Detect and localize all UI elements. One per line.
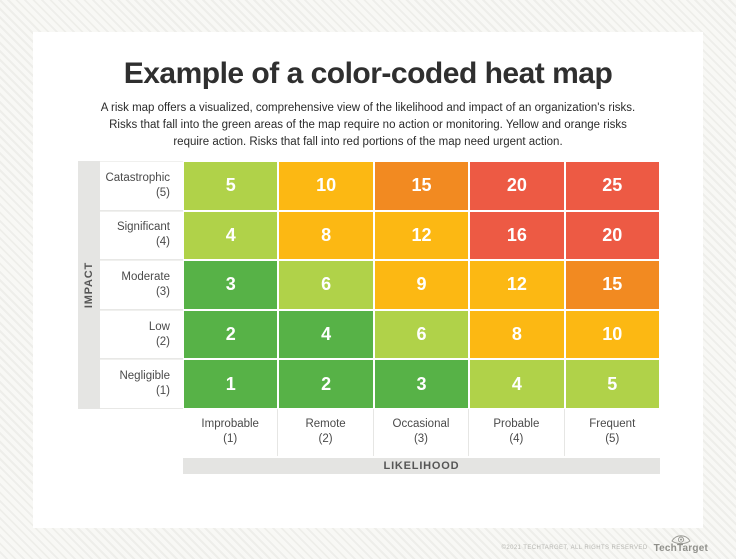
heat-cell: 16: [469, 210, 565, 261]
heat-cell-value: 6: [416, 324, 427, 345]
heat-cell: 12: [469, 260, 565, 310]
column-label-name: Occasional: [392, 418, 450, 431]
heat-cell: 10: [278, 161, 374, 211]
heat-cell-value: 10: [316, 175, 337, 196]
column-label: Probable (4): [469, 408, 565, 456]
heat-cell: 10: [564, 309, 660, 360]
column-label-value: (4): [509, 433, 524, 446]
column-label-name: Probable: [493, 418, 540, 431]
heat-cell: 2: [183, 309, 279, 360]
heat-cell-value: 20: [506, 175, 527, 196]
heat-cell-value: 10: [602, 324, 623, 345]
column-label-value: (1): [223, 433, 238, 446]
heat-cell-value: 20: [602, 224, 623, 245]
heat-cell-value: 25: [602, 175, 623, 196]
heat-cell-value: 12: [411, 224, 432, 245]
row-label: Significant (4): [100, 210, 183, 261]
subtitle-line-3: require action. Risks that fall into red…: [173, 136, 563, 148]
row-label-value: (3): [155, 285, 170, 298]
column-label-value: (2): [318, 433, 333, 446]
heat-cell: 4: [469, 359, 565, 409]
heat-cell-value: 6: [321, 274, 332, 295]
column-label-name: Improbable: [201, 418, 259, 431]
heat-cell: 9: [373, 260, 470, 310]
heat-cell: 15: [373, 161, 470, 211]
heat-cell: 15: [564, 260, 660, 310]
impact-axis-label: IMPACT: [83, 261, 95, 309]
heat-cell: 3: [183, 260, 279, 310]
techtarget-logo: TechTarget: [654, 533, 708, 554]
row-label-value: (5): [155, 186, 170, 199]
page-title: Example of a color-coded heat map: [123, 57, 613, 90]
column-label-value: (3): [413, 433, 428, 446]
subtitle-line-2: Risks that fall into the green areas of …: [109, 119, 627, 131]
heat-cell-value: 12: [506, 274, 527, 295]
row-label-name: Catastrophic: [105, 171, 170, 184]
row-label-name: Negligible: [119, 370, 170, 383]
subtitle-line-1: A risk map offers a visualized, comprehe…: [100, 102, 636, 114]
footer: ©2021 TECHTARGET, ALL RIGHTS RESERVED Te…: [502, 533, 708, 554]
column-label: Frequent (5): [564, 408, 660, 456]
heat-cell-value: 16: [506, 224, 527, 245]
heat-cell-value: 8: [511, 324, 522, 345]
likelihood-axis: LIKELIHOOD: [183, 457, 660, 474]
row-label-value: (4): [155, 236, 170, 249]
column-label: Remote (2): [278, 408, 374, 456]
heat-cell-value: 1: [225, 373, 236, 394]
heat-cell-value: 9: [416, 274, 427, 295]
row-label: Low (2): [100, 309, 183, 360]
heat-cell: 5: [564, 359, 660, 409]
heat-cell: 1: [183, 359, 279, 409]
heat-cell: 6: [373, 309, 470, 360]
heatmap-matrix: IMPACT LIKELIHOOD Catastrophic (5) 5 10 15 20…: [78, 161, 660, 474]
column-label-name: Remote: [305, 418, 346, 431]
row-label-value: (2): [155, 335, 170, 348]
row-label-name: Moderate: [121, 270, 170, 283]
column-label: Occasional (3): [373, 408, 470, 456]
row-label: Catastrophic (5): [100, 161, 183, 211]
row-label-value: (1): [155, 385, 170, 398]
heat-cell-value: 4: [511, 373, 522, 394]
column-label: Improbable (1): [183, 408, 279, 456]
impact-axis: IMPACT: [78, 161, 100, 409]
heat-cell-value: 15: [411, 175, 432, 196]
heat-cell-value: 2: [321, 373, 332, 394]
row-label: Negligible (1): [100, 359, 183, 409]
heat-cell-value: 2: [225, 324, 236, 345]
column-label-name: Frequent: [589, 418, 636, 431]
heat-cell: 20: [564, 210, 660, 261]
likelihood-axis-label: LIKELIHOOD: [383, 459, 460, 472]
heat-cell: 8: [278, 210, 374, 261]
row-label-name: Low: [148, 320, 170, 333]
heat-cell-value: 4: [225, 224, 236, 245]
column-label-value: (5): [605, 433, 620, 446]
heat-cell: 12: [373, 210, 470, 261]
techtarget-wordmark: TechTarget: [653, 543, 708, 554]
infographic-card: Example of a color-coded heat map A risk…: [33, 32, 703, 528]
heat-cell: 20: [469, 161, 565, 211]
heat-cell-value: 4: [321, 324, 332, 345]
heat-cell: 2: [278, 359, 374, 409]
heat-cell: 4: [183, 210, 279, 261]
heat-cell: 25: [564, 161, 660, 211]
eye-icon: [671, 535, 691, 544]
copyright-text: ©2021 TECHTARGET, ALL RIGHTS RESERVED: [501, 545, 648, 551]
heat-cell-value: 5: [607, 373, 618, 394]
heat-cell: 4: [278, 309, 374, 360]
heat-cell-value: 3: [416, 373, 427, 394]
heat-cell: 5: [183, 161, 279, 211]
heat-cell-value: 8: [321, 224, 332, 245]
row-label-name: Significant: [116, 221, 170, 234]
heat-cell: 6: [278, 260, 374, 310]
row-label: Moderate (3): [100, 260, 183, 310]
heat-cell-value: 15: [602, 274, 623, 295]
heat-cell: 8: [469, 309, 565, 360]
heat-cell: 3: [373, 359, 470, 409]
heat-cell-value: 5: [225, 175, 236, 196]
heat-cell-value: 3: [225, 274, 236, 295]
subtitle: A risk map offers a visualized, comprehe…: [33, 100, 703, 151]
